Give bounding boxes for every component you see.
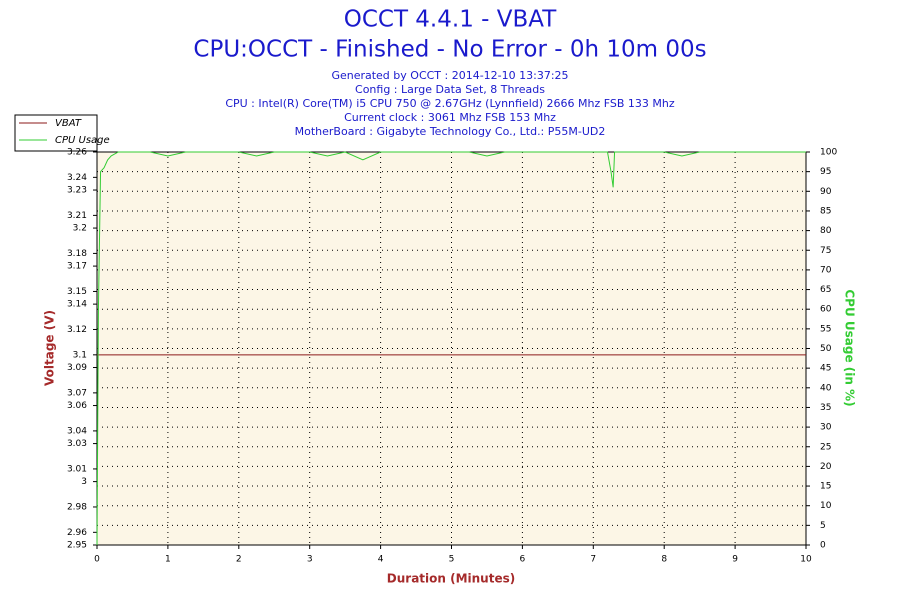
- y-tick-label: 3.26: [67, 148, 87, 158]
- legend-label: VBAT: [55, 118, 82, 129]
- x-axis-title: Duration (Minutes): [387, 572, 515, 586]
- y2-tick-label: 85: [820, 206, 831, 216]
- x-tick-label: 2: [236, 555, 242, 565]
- y-tick-label: 3.09: [67, 363, 87, 373]
- y2-tick-label: 100: [820, 148, 837, 158]
- y2-tick-label: 40: [820, 383, 832, 393]
- y2-tick-label: 10: [820, 501, 832, 511]
- info-line: CPU : Intel(R) Core(TM) i5 CPU 750 @ 2.6…: [225, 97, 675, 110]
- x-tick-label: 0: [94, 555, 100, 565]
- y-tick-label: 3.03: [67, 439, 87, 449]
- y-axis-title: Voltage (V): [43, 310, 57, 386]
- y2-tick-label: 5: [820, 521, 826, 531]
- legend: [14, 114, 98, 152]
- y2-tick-label: 45: [820, 364, 831, 374]
- x-tick-label: 4: [378, 555, 384, 565]
- y-tick-label: 3.23: [67, 186, 87, 196]
- info-line: Config : Large Data Set, 8 Threads: [355, 83, 545, 96]
- x-tick-label: 10: [800, 555, 812, 565]
- y-tick-label: 2.95: [67, 541, 87, 551]
- y-tick-label: 3.24: [67, 173, 87, 183]
- y2-tick-label: 95: [820, 167, 831, 177]
- y-tick-label: 3.21: [67, 211, 87, 221]
- x-tick-label: 5: [449, 555, 455, 565]
- y2-tick-label: 15: [820, 482, 831, 492]
- legend-label: CPU Usage: [55, 135, 110, 146]
- y2-tick-label: 75: [820, 246, 831, 256]
- y2-tick-label: 50: [820, 344, 832, 354]
- info-line: Current clock : 3061 Mhz FSB 153 Mhz: [344, 111, 556, 124]
- info-line: Generated by OCCT : 2014-12-10 13:37:25: [331, 69, 568, 82]
- y-tick-label: 3.2: [73, 224, 87, 234]
- info-line: MotherBoard : Gigabyte Technology Co., L…: [295, 125, 606, 138]
- x-tick-label: 7: [590, 555, 596, 565]
- y-tick-label: 3.01: [67, 464, 87, 474]
- y2-tick-label: 70: [820, 265, 832, 275]
- x-tick-label: 6: [520, 555, 526, 565]
- y-tick-label: 3.12: [67, 325, 87, 335]
- y-tick-label: 2.96: [67, 528, 87, 538]
- y-tick-label: 3.04: [67, 426, 87, 436]
- y-tick-label: 3.17: [67, 262, 87, 272]
- plot-area: [96, 151, 807, 546]
- y2-tick-label: 65: [820, 285, 831, 295]
- data-line: [96, 151, 806, 546]
- x-tick-label: 9: [732, 555, 738, 565]
- y-tick-label: 3.07: [67, 388, 87, 398]
- y2-tick-label: 35: [820, 403, 831, 413]
- x-tick-label: 3: [307, 555, 313, 565]
- y-tick-label: 2.98: [67, 502, 87, 512]
- y-tick-label: 3.06: [67, 401, 87, 411]
- y2-tick-label: 55: [820, 324, 831, 334]
- chart-subtitle: CPU:OCCT - Finished - No Error - 0h 10m …: [193, 37, 706, 63]
- y2-tick-label: 60: [820, 305, 832, 315]
- y2-axis-title: CPU Usage (in %): [843, 289, 857, 406]
- y-tick-label: 3.15: [67, 287, 87, 297]
- y-tick-label: 3.18: [67, 249, 87, 259]
- chart-title: OCCT 4.4.1 - VBAT: [344, 7, 557, 33]
- y2-tick-label: 20: [820, 462, 832, 472]
- x-tick-label: 8: [661, 555, 667, 565]
- y2-tick-label: 0: [820, 541, 826, 551]
- y2-tick-label: 80: [820, 226, 832, 236]
- y2-tick-label: 30: [820, 423, 832, 433]
- y2-tick-label: 25: [820, 442, 831, 452]
- y-tick-label: 3: [81, 477, 87, 487]
- y-tick-label: 3.14: [67, 300, 87, 310]
- y2-tick-label: 90: [820, 187, 832, 197]
- y-tick-label: 3.1: [73, 350, 87, 360]
- x-tick-label: 1: [165, 555, 171, 565]
